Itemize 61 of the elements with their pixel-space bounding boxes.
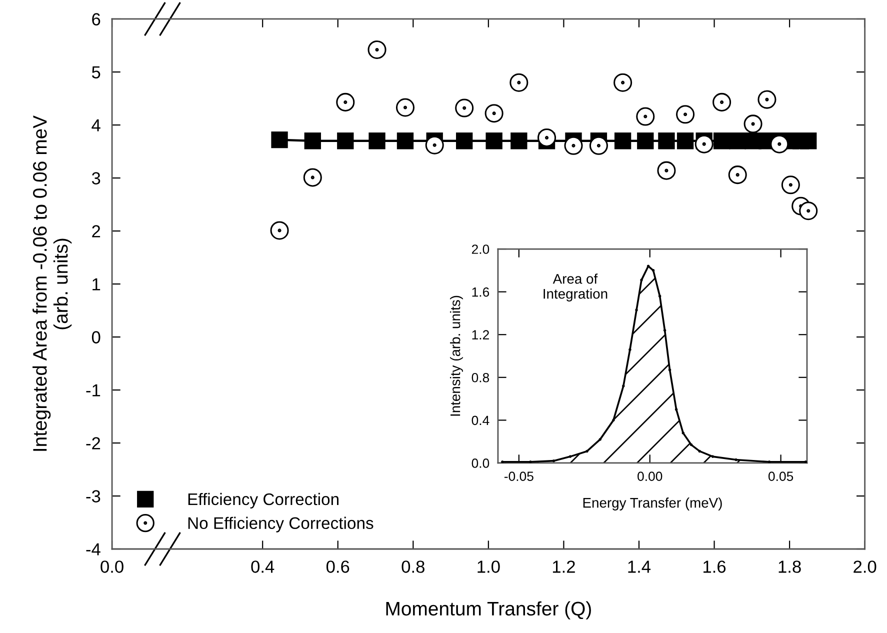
x-tick-label: 0.8 xyxy=(402,560,424,573)
legend-label: No Efficiency Corrections xyxy=(188,516,374,532)
y-tick-label: 0.0 xyxy=(472,458,490,468)
x-tick-label: 1.0 xyxy=(478,560,500,573)
y-tick-label: 1 xyxy=(92,278,100,290)
y-axis-title: Intensity (arb. units) xyxy=(450,296,463,416)
x-tick-label: 1.6 xyxy=(704,560,726,573)
y-tick-label: -4 xyxy=(86,543,100,556)
point xyxy=(538,128,556,147)
point xyxy=(425,136,444,154)
point xyxy=(614,132,632,150)
point xyxy=(729,132,746,150)
point xyxy=(637,132,654,150)
x-tick-label: -0.05 xyxy=(504,472,534,481)
point xyxy=(564,136,583,155)
point xyxy=(713,132,730,150)
y-tick-label: -3 xyxy=(86,490,100,502)
y-tick-label: 4 xyxy=(92,119,100,132)
y-tick-label: -2 xyxy=(86,437,100,450)
y-tick-label: 6 xyxy=(92,13,100,26)
annotation: Area of Integration xyxy=(544,274,608,302)
y-tick-label: 0 xyxy=(92,331,100,344)
y-tick-label: 2.0 xyxy=(472,244,490,254)
x-tick-label: 0.00 xyxy=(638,472,662,481)
point xyxy=(589,136,608,155)
point xyxy=(694,134,714,154)
point xyxy=(657,161,676,180)
point xyxy=(658,132,675,150)
point xyxy=(799,202,818,220)
point xyxy=(271,132,288,148)
point xyxy=(486,132,502,150)
point xyxy=(510,132,528,150)
point xyxy=(676,132,694,150)
point xyxy=(336,92,355,112)
x-axis-title: Energy Transfer (meV) xyxy=(583,498,722,510)
x-tick-label: 2.0 xyxy=(854,560,876,573)
y-tick-label: 3 xyxy=(92,172,100,184)
point xyxy=(456,132,473,150)
x-tick-label: 1.8 xyxy=(778,560,801,573)
x-tick-label: 1.4 xyxy=(628,560,651,573)
y-tick-label: 1.2 xyxy=(472,330,489,340)
y-tick-label: 2 xyxy=(92,225,100,238)
x-tick-label: 0.0 xyxy=(100,560,124,573)
point xyxy=(800,132,817,150)
point xyxy=(337,132,354,150)
x-tick-label: 0.6 xyxy=(326,560,350,573)
legend-label: Efficiency Correction xyxy=(188,492,338,508)
x-tick-label: 1.2 xyxy=(552,560,575,573)
point xyxy=(368,132,386,150)
y-tick-label: 0.4 xyxy=(472,416,490,426)
point xyxy=(770,134,789,154)
y-tick-label: -1 xyxy=(86,384,100,396)
x-tick-label: 0.4 xyxy=(251,560,274,573)
y-tick-label: 5 xyxy=(92,66,100,78)
x-axis-title: Momentum Transfer (Q) xyxy=(386,601,591,620)
x-tick-label: 0.05 xyxy=(768,472,794,481)
y-axis-title: Integrated Area from -0.06 to 0.06 meV (arb. units) xyxy=(32,115,72,451)
y-tick-label: 0.8 xyxy=(472,372,490,382)
point xyxy=(396,132,414,150)
point xyxy=(304,132,321,150)
y-tick-label: 1.6 xyxy=(472,287,490,297)
